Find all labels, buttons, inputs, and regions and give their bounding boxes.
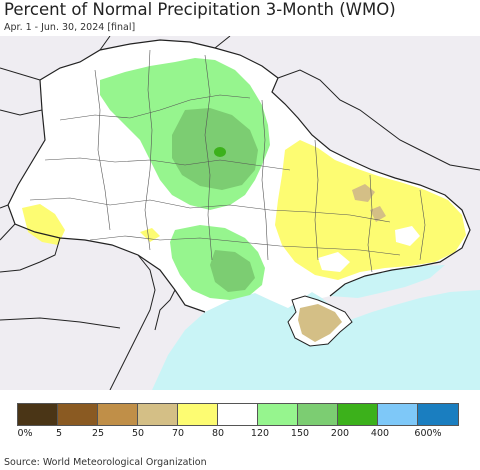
legend-swatch [98,404,138,425]
legend-label: 150 [290,428,310,439]
legend-swatch [418,404,458,425]
neighbour-borders [0,36,480,390]
legend-swatch [378,404,418,425]
legend-swatch [338,404,378,425]
legend-label: 120 [250,428,270,439]
source-credit: Source: World Meteorological Organizatio… [4,457,207,468]
legend-swatch [298,404,338,425]
crimea-dry-area [298,304,342,342]
legend-label: 25 [91,428,105,439]
legend-swatch [138,404,178,425]
dry-50-70-spot-1 [352,184,375,202]
dry-spot-southwest [140,228,160,242]
near-normal-patch-southeast [318,252,350,272]
crimea-border [287,295,353,347]
legend-swatch [18,404,58,425]
wet-150-200-north [172,108,258,190]
legend-swatch [258,404,298,425]
dry-50-70-spot-2 [370,206,386,222]
wet-200-400-spot [214,147,226,157]
legend-swatch [58,404,98,425]
legend-label: 50 [131,428,145,439]
legend-color-bar [17,403,459,426]
near-normal-patch-east [395,226,420,246]
legend-label: 5 [55,428,63,439]
ukraine-border [7,39,471,313]
map-title: Percent of Normal Precipitation 3-Month … [4,0,396,19]
dry-zone-west [22,204,65,245]
oblast-boundaries [29,49,426,273]
map-subtitle: Apr. 1 - Jun. 30, 2024 [final] [4,22,136,33]
wet-150-200-south [210,250,255,292]
sea-of-azov [330,265,445,298]
legend-label: 400 [370,428,390,439]
precipitation-map [0,36,480,390]
legend-labels: 0% 5 25 50 70 80 120 150 200 400 600% [0,428,480,442]
legend-swatch [218,404,258,425]
legend-label: 70 [171,428,185,439]
legend-label: 600% [414,428,442,439]
legend-swatch [178,404,218,425]
legend-label: 0% [17,428,33,439]
legend-label: 80 [211,428,225,439]
legend-label: 200 [330,428,350,439]
